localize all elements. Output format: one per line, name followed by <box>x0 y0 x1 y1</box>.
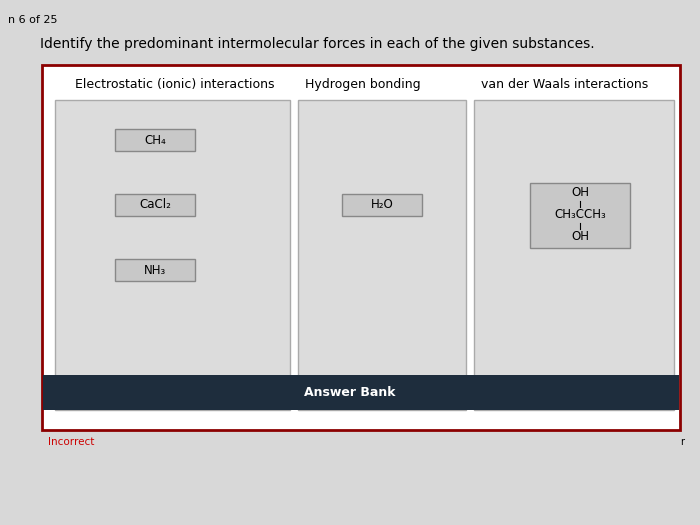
Text: CH₄: CH₄ <box>144 133 166 146</box>
FancyBboxPatch shape <box>55 100 290 410</box>
Text: H₂O: H₂O <box>370 198 393 212</box>
FancyBboxPatch shape <box>298 100 466 410</box>
FancyBboxPatch shape <box>115 194 195 216</box>
Text: van der Waals interactions: van der Waals interactions <box>482 78 649 91</box>
Text: r: r <box>680 437 684 447</box>
Text: NH₃: NH₃ <box>144 264 166 277</box>
FancyBboxPatch shape <box>115 259 195 281</box>
Text: CaCl₂: CaCl₂ <box>139 198 171 212</box>
FancyBboxPatch shape <box>474 100 674 410</box>
Text: Identify the predominant intermolecular forces in each of the given substances.: Identify the predominant intermolecular … <box>40 37 594 51</box>
FancyBboxPatch shape <box>115 129 195 151</box>
FancyBboxPatch shape <box>342 194 422 216</box>
Text: n 6 of 25: n 6 of 25 <box>8 15 57 25</box>
FancyBboxPatch shape <box>42 65 680 430</box>
Text: OH: OH <box>571 186 589 200</box>
FancyBboxPatch shape <box>530 183 630 247</box>
Text: Incorrect: Incorrect <box>48 437 94 447</box>
Text: OH: OH <box>571 230 589 244</box>
FancyBboxPatch shape <box>43 375 679 410</box>
Text: Hydrogen bonding: Hydrogen bonding <box>305 78 421 91</box>
Text: CH₃CCH₃: CH₃CCH₃ <box>554 208 606 222</box>
Text: Answer Bank: Answer Bank <box>304 386 395 399</box>
Text: Electrostatic (ionic) interactions: Electrostatic (ionic) interactions <box>76 78 274 91</box>
